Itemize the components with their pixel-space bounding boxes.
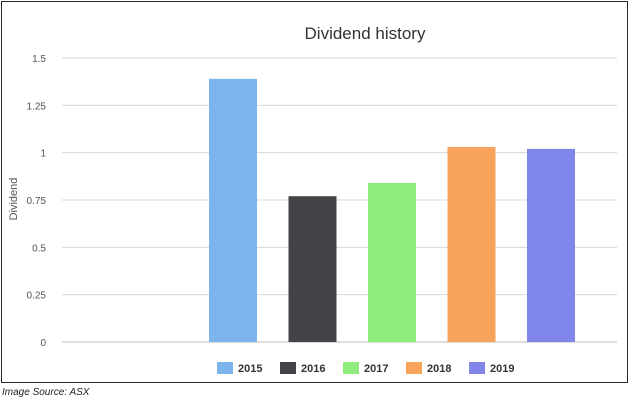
y-tick-labels: 0 0.25 0.5 0.75 1 1.25 1.5 <box>27 54 47 349</box>
bar-2017 <box>368 182 416 342</box>
bar-2018 <box>447 146 496 342</box>
dividend-bar-chart: Dividend history Dividend 0 0.25 0.5 0.75 1 1… <box>8 24 617 375</box>
chart-frame: Dividend history Dividend 0 0.25 0.5 0.75 1 1… <box>1 1 628 383</box>
legend-label-2015: 2015 <box>238 363 262 375</box>
legend-label-2018: 2018 <box>427 363 451 375</box>
y-axis-label: Dividend <box>8 178 20 221</box>
y-tick-label: 1.25 <box>27 101 47 112</box>
y-tick-label: 1.5 <box>32 54 46 65</box>
legend-label-2016: 2016 <box>301 363 325 375</box>
bar-2015 <box>209 78 257 343</box>
chart-title: Dividend history <box>305 24 426 43</box>
legend-label-2017: 2017 <box>364 363 388 375</box>
legend-swatch-2015 <box>217 362 233 374</box>
gridlines <box>62 57 617 343</box>
bar-2019 <box>527 148 575 342</box>
image-source-caption: Image Source: ASX <box>2 387 90 398</box>
y-tick-label: 1 <box>40 149 46 160</box>
legend-label-2019: 2019 <box>490 363 514 375</box>
bar-2016 <box>288 196 337 342</box>
legend-swatch-2018 <box>406 362 422 374</box>
legend-swatch-2019 <box>469 362 485 374</box>
y-tick-label: 0 <box>40 338 46 349</box>
legend-swatch-2016 <box>280 362 296 374</box>
y-tick-label: 0.25 <box>27 291 47 302</box>
y-tick-label: 0.5 <box>32 243 46 254</box>
y-tick-label: 0.75 <box>27 196 47 207</box>
bars <box>209 78 575 343</box>
legend: 2015 2016 2017 2018 2019 <box>217 362 514 375</box>
legend-swatch-2017 <box>343 362 359 374</box>
